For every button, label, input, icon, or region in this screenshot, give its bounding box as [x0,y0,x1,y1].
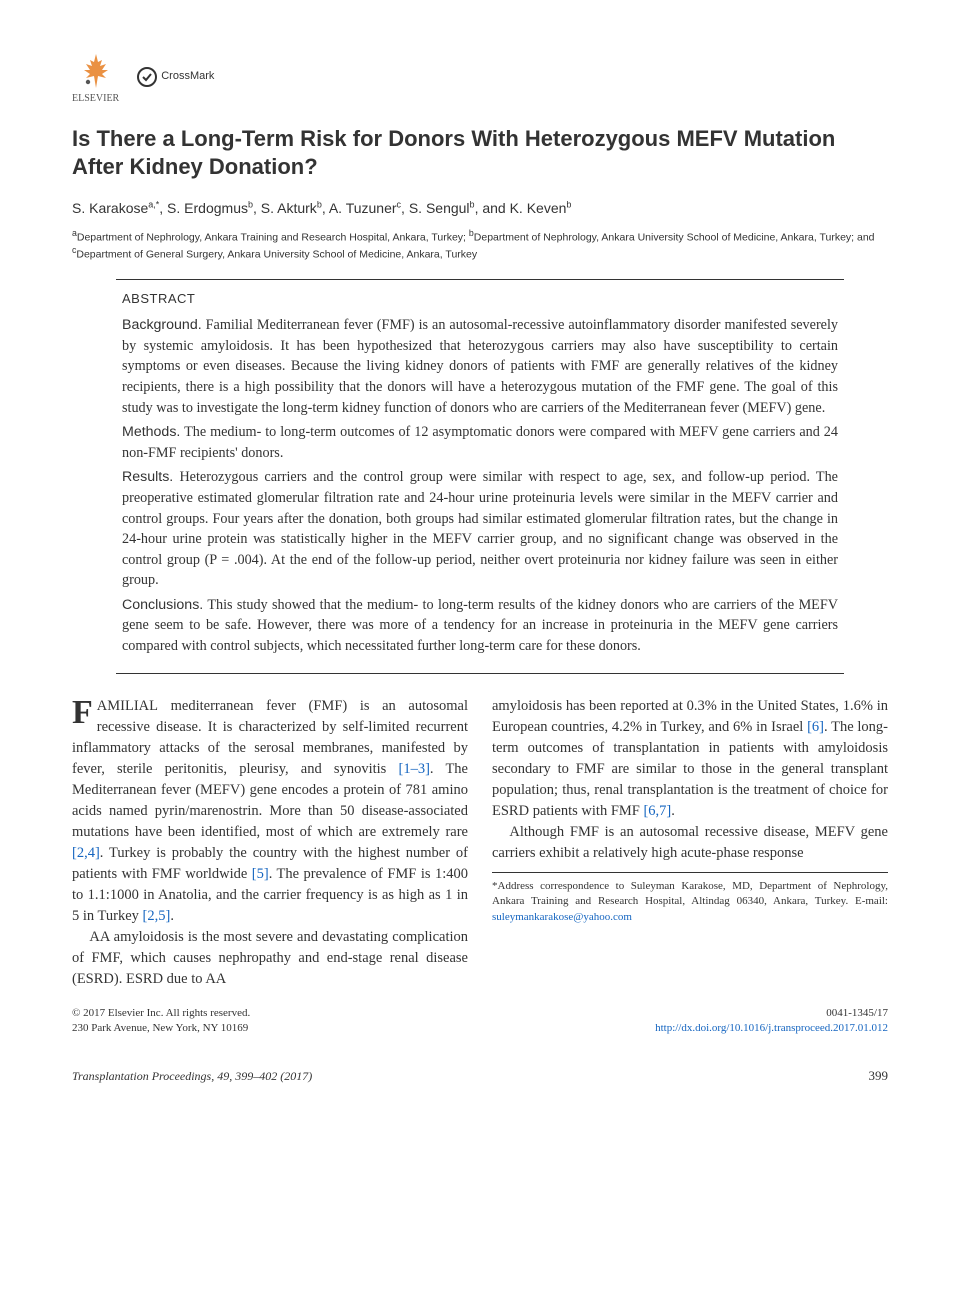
elsevier-logo: ELSEVIER [72,48,119,107]
abstract-background: Background. Familial Mediterranean fever… [122,315,838,418]
abstract-results-lead: Results. [122,469,173,485]
citation-link[interactable]: [5] [252,866,269,882]
footer-right: 0041-1345/17 http://dx.doi.org/10.1016/j… [655,1006,888,1037]
abstract-background-text: Familial Mediterranean fever (FMF) is an… [122,317,838,415]
abstract-methods: Methods. The medium- to long-term outcom… [122,422,838,463]
abstract-methods-lead: Methods. [122,424,180,440]
article-title: Is There a Long-Term Risk for Donors Wit… [72,125,888,182]
crossmark-badge[interactable]: CrossMark [137,67,214,87]
page-footer: © 2017 Elsevier Inc. All rights reserved… [72,1006,888,1037]
citation-link[interactable]: [2,4] [72,845,100,861]
abstract-conclusions: Conclusions. This study showed that the … [122,595,838,657]
dropcap: F [72,696,97,729]
page-number: 399 [869,1067,889,1086]
crossmark-label: CrossMark [161,69,214,85]
body-p3-c: . [671,803,675,819]
abstract-results: Results. Heterozygous carriers and the c… [122,467,838,591]
citation-link[interactable]: [2,5] [143,908,171,924]
correspondence-email[interactable]: suleymankarakose@yahoo.com [492,911,632,923]
abstract-heading: ABSTRACT [122,290,838,309]
author-list: S. Karakosea,*, S. Erdogmusb, S. Akturkb… [72,198,888,218]
publisher-address: 230 Park Avenue, New York, NY 10169 [72,1021,250,1036]
citation-link[interactable]: [1–3] [398,761,429,777]
body-para-4: Although FMF is an autosomal recessive d… [492,822,888,864]
column-left: FAMILIAL mediterranean fever (FMF) is an… [72,696,468,990]
body-para-2: AA amyloidosis is the most severe and de… [72,927,468,990]
body-lead-word: AMILIAL [97,698,158,714]
body-para-3: amyloidosis has been reported at 0.3% in… [492,696,888,822]
abstract-conclusions-text: This study showed that the medium- to lo… [122,597,838,654]
footnote-separator [492,872,888,873]
journal-citation-line: Transplantation Proceedings, 49, 399–402… [72,1067,888,1086]
issn-line: 0041-1345/17 [655,1006,888,1021]
elsevier-tree-icon [74,48,118,92]
citation-link[interactable]: [6,7] [643,803,671,819]
correspondence-text: *Address correspondence to Suleyman Kara… [492,880,888,907]
abstract-results-text: Heterozygous carriers and the control gr… [122,469,838,588]
body-columns: FAMILIAL mediterranean fever (FMF) is an… [72,696,888,990]
abstract-background-lead: Background. [122,317,202,333]
elsevier-label: ELSEVIER [72,92,119,107]
publisher-logos: ELSEVIER CrossMark [72,48,888,107]
footer-left: © 2017 Elsevier Inc. All rights reserved… [72,1006,250,1037]
column-right: amyloidosis has been reported at 0.3% in… [492,696,888,990]
body-p1-e: . [170,908,174,924]
body-para-1: FAMILIAL mediterranean fever (FMF) is an… [72,696,468,927]
citation-link[interactable]: [6] [807,719,824,735]
correspondence-note: *Address correspondence to Suleyman Kara… [492,879,888,925]
doi-link[interactable]: http://dx.doi.org/10.1016/j.transproceed… [655,1021,888,1036]
affiliations: aDepartment of Nephrology, Ankara Traini… [72,228,888,261]
crossmark-icon [137,67,157,87]
abstract-methods-text: The medium- to long-term outcomes of 12 … [122,424,838,461]
copyright-line: © 2017 Elsevier Inc. All rights reserved… [72,1006,250,1021]
abstract-conclusions-lead: Conclusions. [122,597,203,613]
journal-citation: Transplantation Proceedings, 49, 399–402… [72,1068,312,1085]
abstract-box: ABSTRACT Background. Familial Mediterran… [116,279,844,673]
